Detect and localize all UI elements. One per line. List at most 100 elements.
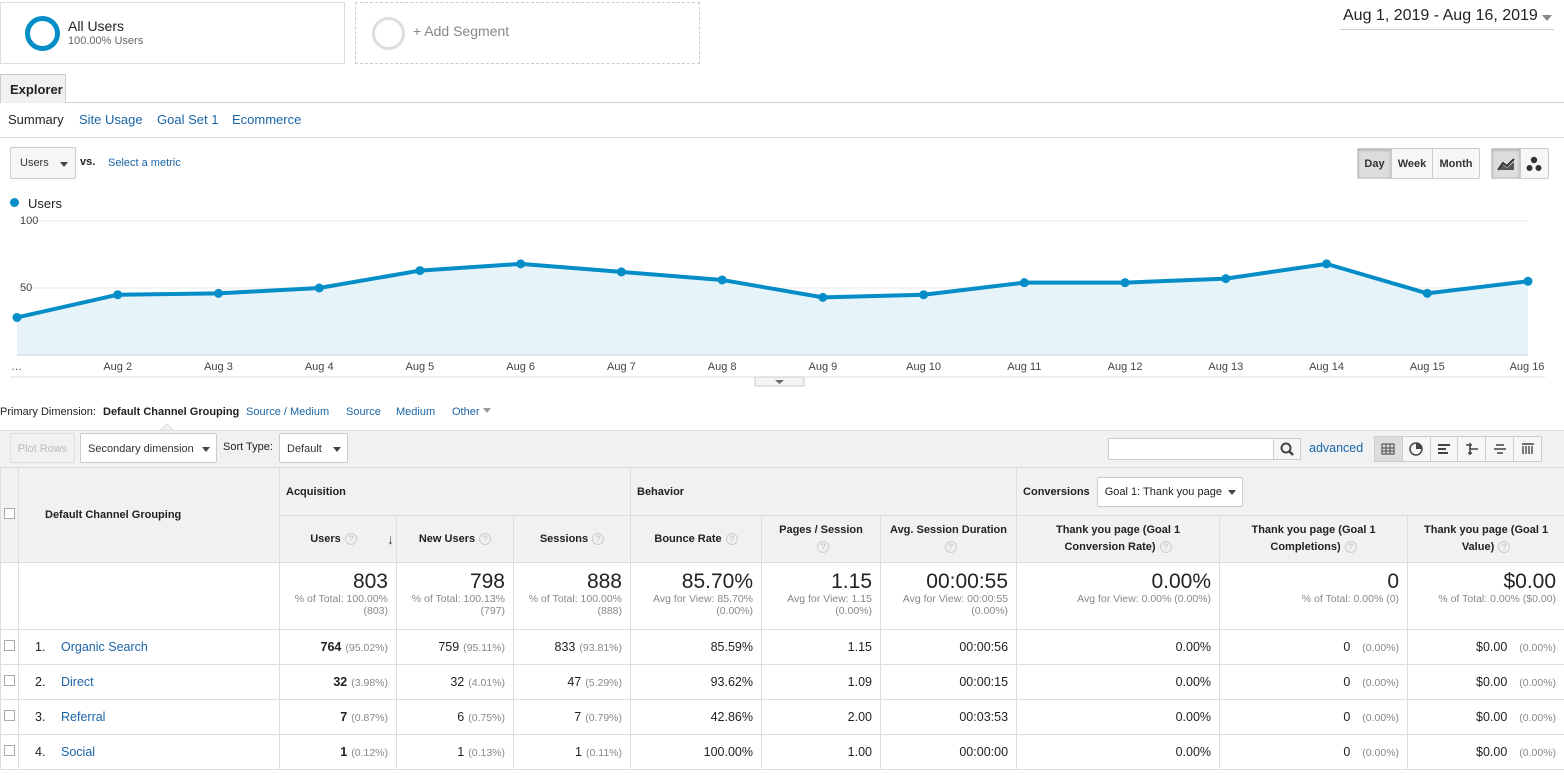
dimension-current[interactable]: Default Channel Grouping [103, 406, 240, 418]
dimension-source-medium[interactable]: Source / Medium [246, 406, 330, 418]
total-value: 798 [469, 570, 505, 593]
total-note: (0.00%) [716, 605, 753, 617]
col-users[interactable]: Users? ↓ [279, 515, 397, 563]
tab-explorer[interactable]: Explorer [0, 74, 66, 103]
dim-header[interactable]: Default Channel Grouping [18, 467, 280, 563]
row-dimension-link[interactable]: Social [61, 745, 96, 759]
row-dimension-link[interactable]: Organic Search [61, 640, 148, 654]
week-button[interactable]: Week [1392, 149, 1433, 178]
row-index: 1. [35, 640, 46, 654]
help-icon[interactable]: ? [1344, 541, 1357, 553]
grid-icon [1381, 443, 1395, 455]
row-conversion-rate: 0.00% [1016, 699, 1221, 735]
help-icon[interactable]: ? [1159, 541, 1172, 553]
subtab-goal-set-1[interactable]: Goal Set 1 [157, 112, 219, 127]
date-range-picker[interactable]: Aug 1, 2019 - Aug 16, 2019 [1340, 4, 1554, 30]
row-sessions-value: 7 [574, 710, 582, 724]
day-button[interactable]: Day [1358, 149, 1392, 178]
row-checkbox[interactable] [4, 675, 15, 686]
table-view-comparison-button[interactable] [1458, 437, 1487, 461]
row-users-pct: (95.02%) [345, 642, 388, 654]
row-checkbox[interactable] [4, 745, 15, 756]
subtab-ecommerce[interactable]: Ecommerce [232, 112, 302, 127]
row-dimension-link[interactable]: Direct [61, 675, 94, 689]
pie-icon [1409, 442, 1423, 456]
col-conversion-rate[interactable]: Thank you page (Goal 1 Conversion Rate)? [1016, 515, 1221, 563]
data-point [314, 283, 324, 293]
plot-rows-button[interactable]: Plot Rows [10, 433, 75, 463]
col-new-users-label: New Users [418, 532, 476, 545]
dimension-pointer [160, 423, 174, 431]
col-completions[interactable]: Thank you page (Goal 1 Completions)? [1219, 515, 1409, 563]
help-icon[interactable]: ? [725, 532, 738, 545]
table-view-pivot-button[interactable] [1514, 437, 1541, 461]
behavior-header: Behavior [629, 467, 1018, 516]
help-icon[interactable]: ? [817, 541, 829, 553]
row-sessions-value: 833 [554, 640, 576, 654]
row-index: 4. [35, 745, 46, 759]
total-cell: 0% of Total: 0.00% (0) [1219, 562, 1409, 630]
search-button[interactable] [1273, 438, 1301, 460]
table-view-toggle [1374, 436, 1542, 462]
totals-label-cell [18, 562, 280, 630]
col-new-users[interactable]: New Users? [396, 515, 514, 563]
row-dimension-cell: 1. Organic Search [18, 629, 280, 665]
help-icon[interactable]: ? [592, 532, 605, 545]
advanced-filter-link[interactable]: advanced [1309, 441, 1364, 455]
chevron-down-icon [333, 447, 341, 452]
table-view-pie-button[interactable] [1403, 437, 1431, 461]
row-completions: 0 (0.00%) [1219, 699, 1409, 735]
select-metric-link[interactable]: Select a metric [108, 157, 181, 169]
row-sessions-value: 1 [575, 745, 582, 759]
subtab-site-usage[interactable]: Site Usage [79, 112, 143, 127]
add-segment-button[interactable]: + Add Segment [355, 2, 700, 64]
segment-all-users[interactable]: All Users 100.00% Users [0, 2, 345, 64]
col-pages-session[interactable]: Pages / Session? [761, 515, 881, 563]
row-avg-duration: 00:00:15 [879, 664, 1018, 700]
help-icon[interactable]: ? [344, 532, 357, 545]
row-dimension-link[interactable]: Referral [61, 710, 106, 724]
row-goal-value: $0.00 (0.00%) [1407, 699, 1564, 735]
total-note: Avg for View: 1.15 [787, 593, 872, 605]
table-view-performance-button[interactable] [1431, 437, 1459, 461]
dimension-other[interactable]: Other [452, 406, 491, 418]
col-sessions[interactable]: Sessions? [513, 515, 631, 563]
col-bounce-rate-label: Bounce Rate [654, 532, 722, 545]
table-view-data-button[interactable] [1375, 437, 1403, 461]
table-search-input[interactable] [1108, 438, 1274, 460]
sort-type-select[interactable]: Default [279, 433, 348, 463]
subtab-summary[interactable]: Summary [8, 112, 64, 127]
select-all-checkbox[interactable] [4, 508, 15, 519]
metric-select[interactable]: Users [10, 147, 76, 179]
total-value: 1.15 [831, 570, 872, 593]
row-bounce-rate: 93.62% [630, 664, 762, 700]
row-checkbox[interactable] [4, 640, 15, 651]
col-avg-duration[interactable]: Avg. Session Duration? [879, 515, 1018, 563]
x-tick-label: Aug 3 [204, 361, 233, 373]
x-tick-label: Aug 16 [1510, 361, 1545, 373]
row-avg-duration: 00:00:56 [879, 629, 1018, 665]
help-icon[interactable]: ? [1498, 541, 1511, 553]
chart-legend: Users [10, 196, 62, 211]
col-goal-value[interactable]: Thank you page (Goal 1 Value)? [1407, 515, 1564, 563]
total-cell: 00:00:55 Avg for View: 00:00:55 (0.00%) [879, 562, 1018, 630]
row-checkbox[interactable] [4, 710, 15, 721]
col-bounce-rate[interactable]: Bounce Rate? [630, 515, 762, 563]
dimension-other-label: Other [452, 406, 480, 418]
motion-chart-button[interactable] [1521, 149, 1549, 178]
row-users: 764 (95.02%) [279, 629, 397, 665]
line-chart-button[interactable] [1492, 149, 1521, 178]
report-tabs: Explorer [0, 74, 1564, 103]
goal-select[interactable]: Goal 1: Thank you page [1096, 476, 1243, 507]
dimension-medium[interactable]: Medium [396, 406, 436, 418]
secondary-dimension-select[interactable]: Secondary dimension [80, 433, 217, 463]
table-row: 1. Organic Search 764 (95.02%) 759 (95.11%) 83… [0, 629, 1564, 665]
month-button[interactable]: Month [1439, 157, 1473, 170]
dimension-source[interactable]: Source [346, 406, 381, 418]
table-view-term-cloud-button[interactable] [1486, 437, 1515, 461]
total-note: % of Total: 0.00% ($0.00) [1438, 593, 1557, 605]
help-icon[interactable]: ? [944, 541, 957, 553]
primary-dimension-label: Primary Dimension: [0, 406, 96, 418]
col-completions-label: Thank you page (Goal 1 Completions) [1251, 524, 1376, 553]
help-icon[interactable]: ? [479, 532, 492, 545]
